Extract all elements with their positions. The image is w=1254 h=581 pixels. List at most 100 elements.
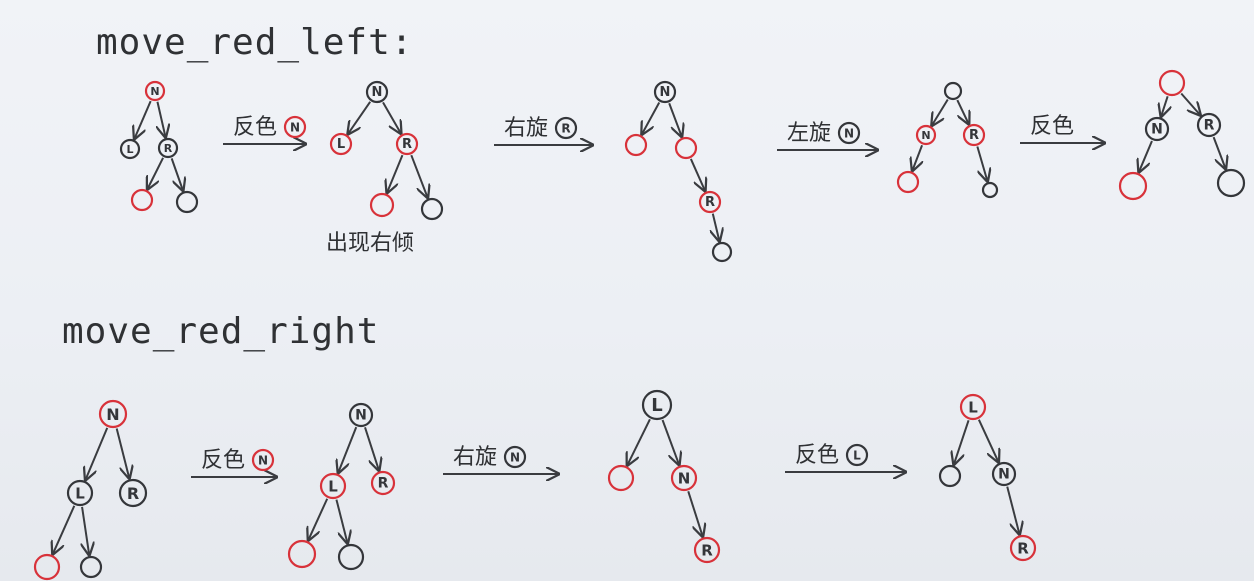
tree-edge <box>387 154 404 192</box>
tree-edge <box>1161 96 1167 115</box>
tree-edge <box>956 99 968 123</box>
tree-edge <box>687 491 702 535</box>
node-label: R <box>127 484 139 503</box>
node-circle <box>33 553 61 581</box>
node-circle <box>66 479 94 507</box>
node-label: L <box>337 137 345 152</box>
note-right-lean: 出现右倾 <box>326 231 414 256</box>
node-circle <box>653 80 677 104</box>
operation-step: 右旋 N <box>443 445 558 474</box>
operation-node-label: N <box>258 454 268 468</box>
tree-edge <box>1006 486 1019 534</box>
node-circle <box>79 555 103 579</box>
node-label: L <box>75 485 85 503</box>
node-circle <box>130 188 154 212</box>
black-node-empty <box>938 464 962 488</box>
node-circle <box>319 472 347 500</box>
operation-step: 反色 L <box>785 443 905 472</box>
black-node-empty <box>981 181 999 199</box>
tree-edge <box>364 427 379 469</box>
node-circle <box>175 190 199 214</box>
node-circle <box>624 133 648 157</box>
black-node-r: R <box>118 478 148 508</box>
node-circle <box>1144 116 1170 142</box>
node-label: N <box>150 85 159 98</box>
operation-node-label: R <box>561 122 570 136</box>
node-circle <box>670 464 698 492</box>
red-node-empty <box>369 192 395 218</box>
node-circle <box>369 192 395 218</box>
operation-label: 左旋 <box>787 121 831 146</box>
node-label: L <box>968 399 978 417</box>
tree-edge <box>335 499 347 543</box>
black-node-l: L <box>641 389 673 421</box>
node-circle <box>674 136 698 160</box>
operation-label: 反色 <box>233 115 277 140</box>
node-circle <box>348 402 374 428</box>
node-circle <box>991 461 1017 487</box>
node-circle <box>711 241 733 263</box>
node-circle <box>395 132 419 156</box>
black-node-l: L <box>119 138 141 160</box>
red-node-r: R <box>698 190 722 214</box>
node-label: N <box>1151 122 1163 138</box>
node-label: N <box>660 85 671 100</box>
node-circle <box>915 124 937 146</box>
operation-node-circle <box>845 443 869 467</box>
red-node-empty <box>1118 171 1148 201</box>
nodes-layer: N L R N L R N R N R N R N L R N L R L N R L N R <box>33 69 1246 581</box>
red-node-r: R <box>693 536 721 564</box>
tree-edge <box>157 101 165 137</box>
node-label: R <box>164 142 173 155</box>
node-label: L <box>328 478 338 496</box>
operation-node-label: N <box>290 121 300 135</box>
tree-edge <box>932 99 949 125</box>
node-label: N <box>106 405 119 424</box>
red-node-r: R <box>395 132 419 156</box>
black-node-n: N <box>348 402 374 428</box>
black-node-r: R <box>1196 112 1222 138</box>
tree-edge <box>148 157 164 189</box>
operation-step: 反色 N <box>223 115 305 144</box>
tree-edge <box>977 419 998 462</box>
operation-step: 右旋 R <box>494 116 592 145</box>
operation-node-label: L <box>853 449 861 463</box>
node-circle <box>1158 69 1186 97</box>
node-circle <box>698 190 722 214</box>
node-circle <box>938 464 962 488</box>
red-node-n: N <box>98 399 128 429</box>
node-circle <box>1216 168 1246 198</box>
node-circle <box>981 181 999 199</box>
node-circle <box>943 81 963 101</box>
node-label: R <box>1017 540 1029 558</box>
node-circle <box>119 138 141 160</box>
red-node-empty <box>1158 69 1186 97</box>
node-circle <box>144 80 166 102</box>
operation-node-circle <box>554 116 578 140</box>
red-node-empty <box>674 136 698 160</box>
red-node-r: R <box>370 470 396 496</box>
section-title-move-red-left: move_red_left: <box>96 22 413 63</box>
tree-edge <box>339 426 358 472</box>
node-circle <box>1196 112 1222 138</box>
node-circle <box>157 137 179 159</box>
node-circle <box>693 536 721 564</box>
tree-edge <box>713 213 719 241</box>
node-label: R <box>969 128 979 143</box>
node-circle <box>337 543 365 571</box>
tree-edge <box>1139 140 1153 171</box>
node-circle <box>1118 171 1148 201</box>
tree-edge <box>628 418 651 464</box>
node-circle <box>607 464 635 492</box>
operation-node-circle <box>251 448 275 472</box>
operation-label: 反色 <box>795 443 839 468</box>
operation-node-circle <box>283 115 307 139</box>
red-node-n: N <box>915 124 937 146</box>
black-node-l: L <box>66 479 94 507</box>
node-label: R <box>701 542 713 560</box>
tree-edge <box>913 144 922 170</box>
red-node-r: R <box>1009 534 1037 562</box>
black-node-r: R <box>157 137 179 159</box>
